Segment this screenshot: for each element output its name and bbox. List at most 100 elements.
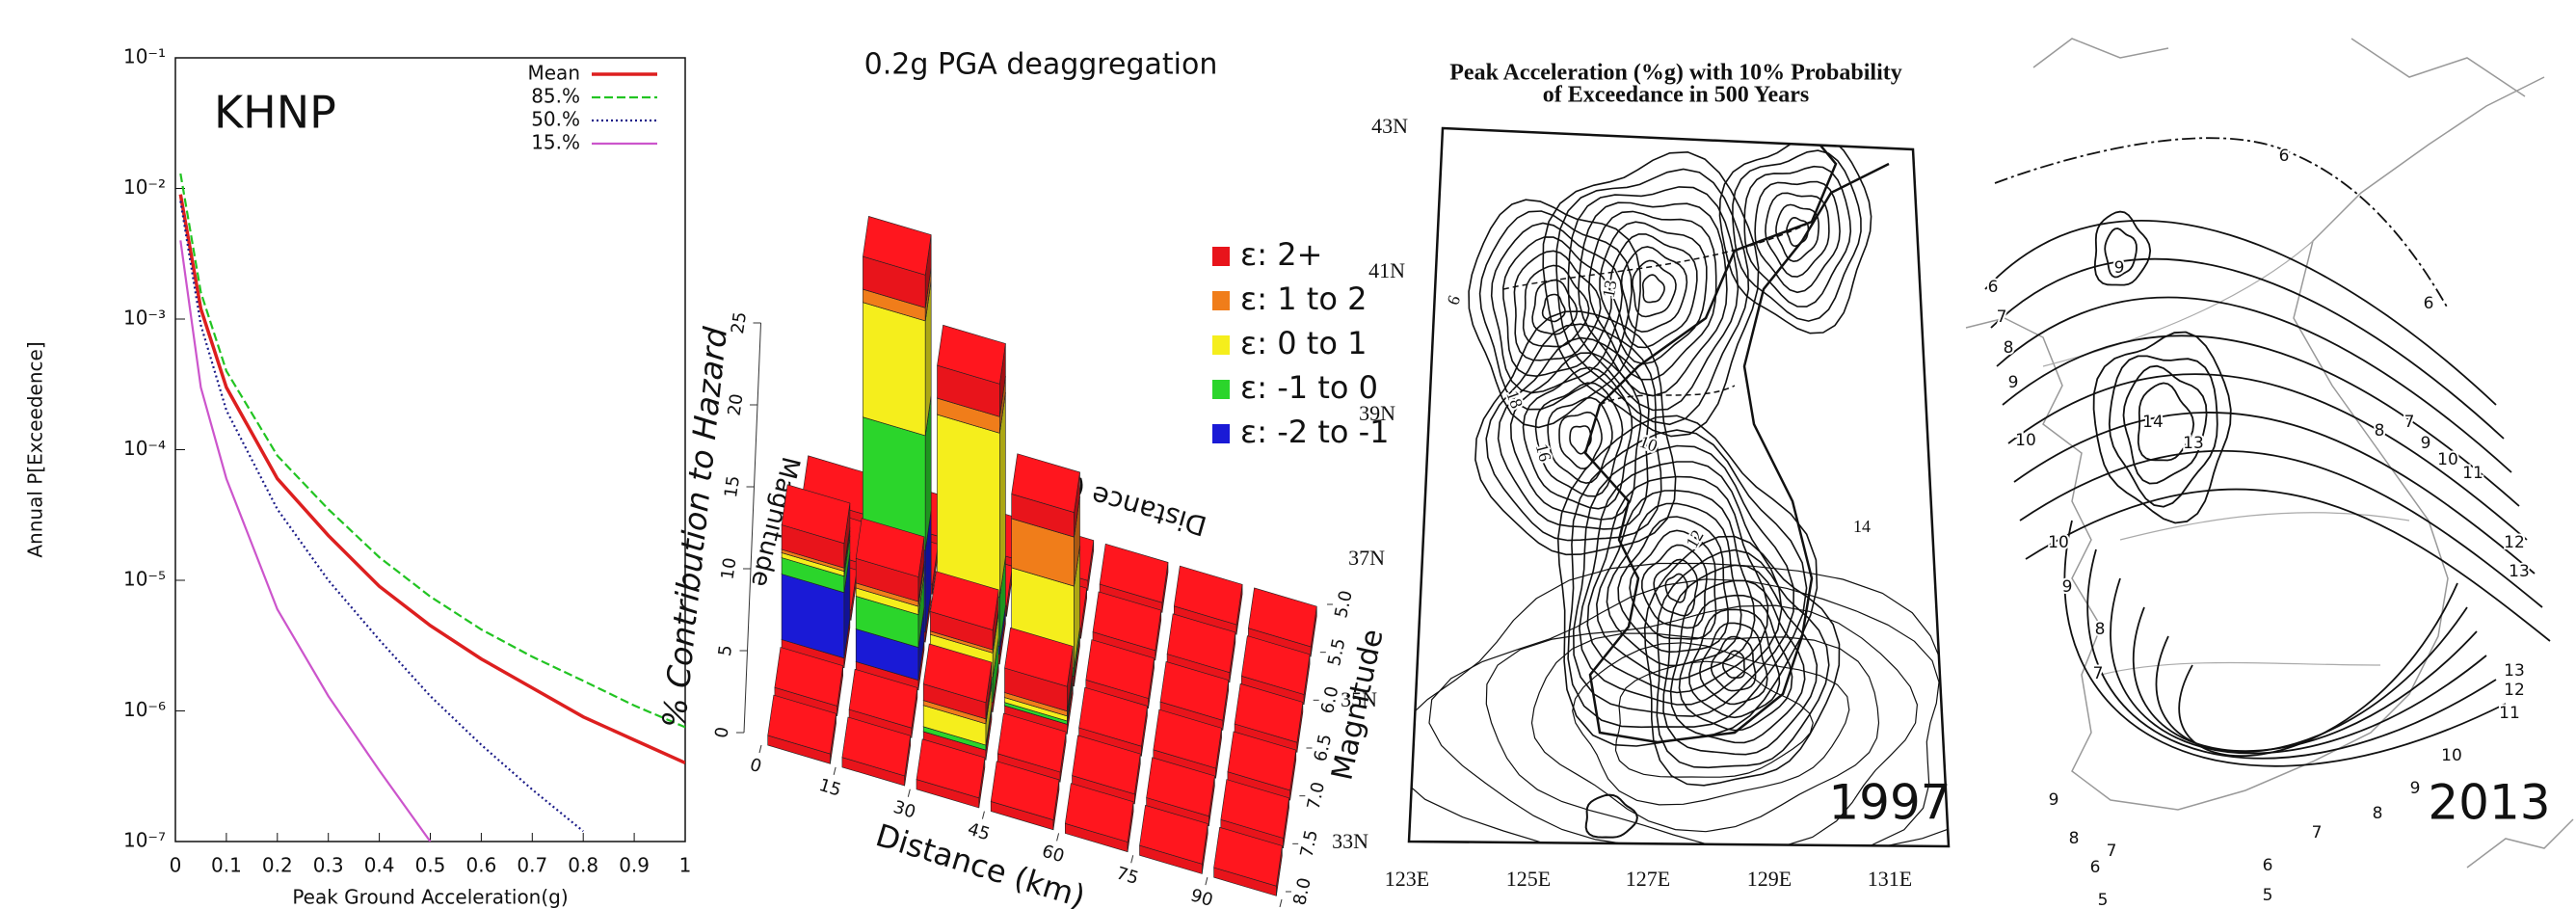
chart-title: 0.2g PGA deaggregation	[864, 48, 1218, 82]
contour-line	[1556, 414, 1819, 747]
x-tick-label: 0.2	[262, 854, 293, 877]
contour-line	[1572, 642, 1850, 806]
contour-label: 7	[2312, 823, 2323, 842]
z-tick-label: 10	[718, 556, 741, 581]
floor-tile	[1166, 613, 1236, 683]
series-line	[178, 194, 685, 764]
x-tick-label: 0.8	[568, 854, 598, 877]
contour-line	[1428, 578, 1940, 846]
lat-label: 37N	[1348, 546, 1385, 570]
contour-label: 6	[1988, 278, 1999, 297]
contour-line	[1579, 461, 1783, 706]
floor-tile	[1064, 783, 1134, 853]
x-tick-label: 0.1	[211, 854, 242, 877]
contour-label: 11	[2462, 464, 2483, 483]
contour-line	[1732, 149, 1862, 322]
contour-label: 7	[2404, 413, 2415, 432]
x-tick-label: 0	[170, 854, 182, 877]
series-line	[179, 173, 685, 729]
z-tick-label: 5	[715, 644, 736, 657]
bar-segment	[1004, 627, 1074, 712]
contour-label: 9	[2410, 779, 2421, 798]
x-tick	[907, 789, 911, 797]
contour-line	[2019, 449, 2543, 608]
contour-line	[2104, 227, 2138, 279]
legend-swatch	[1212, 247, 1230, 266]
box-top	[1173, 565, 1243, 626]
map-year: 2013	[2428, 775, 2550, 831]
floor-tile	[774, 647, 844, 717]
contour-line	[1617, 516, 1729, 654]
box-front	[937, 414, 1000, 598]
y-tick-label: 10⁻³	[123, 307, 166, 330]
contour-line	[1474, 310, 1677, 556]
contour-line	[2063, 520, 2507, 767]
contour-line	[1996, 296, 2512, 473]
annotation: KHNP	[214, 87, 336, 139]
contour-label: 8	[2095, 620, 2106, 639]
lon-label: 129E	[1747, 867, 1792, 891]
contour-line	[1643, 535, 1841, 787]
lat-label: 33N	[1332, 829, 1368, 853]
floor-tile	[1227, 731, 1297, 801]
box-top	[855, 518, 925, 577]
contour-line	[1587, 210, 1717, 381]
contour-label: 7	[2093, 664, 2104, 683]
box-top	[1004, 627, 1074, 687]
lat-label: 39N	[1359, 401, 1395, 425]
contour-line	[1572, 444, 1795, 717]
contour-line	[1595, 490, 1756, 681]
box-top	[1213, 826, 1283, 887]
lat-label: 41N	[1368, 258, 1405, 282]
contour-line	[2155, 606, 2468, 753]
contour-line	[1786, 216, 1810, 248]
contour-line	[1994, 137, 2449, 309]
contour-line	[2086, 548, 2497, 760]
floor-tile	[1092, 591, 1162, 661]
box-top	[1166, 613, 1236, 674]
coastline	[1583, 134, 1890, 744]
box-top	[1064, 783, 1134, 842]
legend-swatch	[1212, 424, 1230, 443]
x-tick-label: 0.7	[517, 854, 547, 877]
box-top	[848, 668, 918, 729]
contour-line	[1620, 246, 1688, 334]
contour-line	[1721, 650, 1746, 679]
z-tick-label: 25	[728, 310, 751, 335]
contour-label: 10	[2048, 533, 2069, 552]
floor-tile	[1099, 543, 1169, 613]
contour-line	[1569, 425, 1592, 455]
box-top	[863, 216, 932, 276]
floor-tile	[1085, 639, 1155, 709]
plot-lines	[178, 173, 685, 842]
contour-line	[1984, 219, 2497, 406]
floor-tile	[1173, 565, 1243, 635]
contour-line	[1990, 257, 2505, 440]
lon-label: 127E	[1626, 867, 1670, 891]
legend-label: ε: 2+	[1240, 236, 1322, 273]
contour-line	[1606, 502, 1742, 667]
legend-label: ε: -2 to -1	[1240, 414, 1390, 450]
contour-line	[2132, 606, 2478, 753]
map-frame	[1407, 126, 1951, 848]
contour-line	[1632, 259, 1677, 318]
contour-line	[2007, 373, 2528, 541]
y-axis-label: Annual P[Exceedence]	[24, 341, 47, 557]
box-top	[1099, 543, 1169, 603]
floor-tile	[1220, 779, 1289, 849]
x-tick	[981, 811, 985, 819]
contour-label: 7	[2107, 842, 2117, 861]
contour-label: 6	[2424, 294, 2434, 313]
contour-label: 11	[2499, 704, 2520, 723]
contour-line	[1599, 221, 1708, 365]
legend-label: ε: 1 to 2	[1240, 281, 1367, 317]
legend-label: 85.%	[531, 85, 580, 108]
contour-label: 9	[2421, 434, 2431, 453]
floor-tile	[1159, 661, 1230, 731]
z-axis	[743, 322, 761, 734]
contour-line	[1669, 579, 1806, 744]
floor-tile	[990, 761, 1060, 831]
y-tick-label: 10⁻⁶	[123, 698, 166, 721]
box-top	[1139, 805, 1208, 865]
